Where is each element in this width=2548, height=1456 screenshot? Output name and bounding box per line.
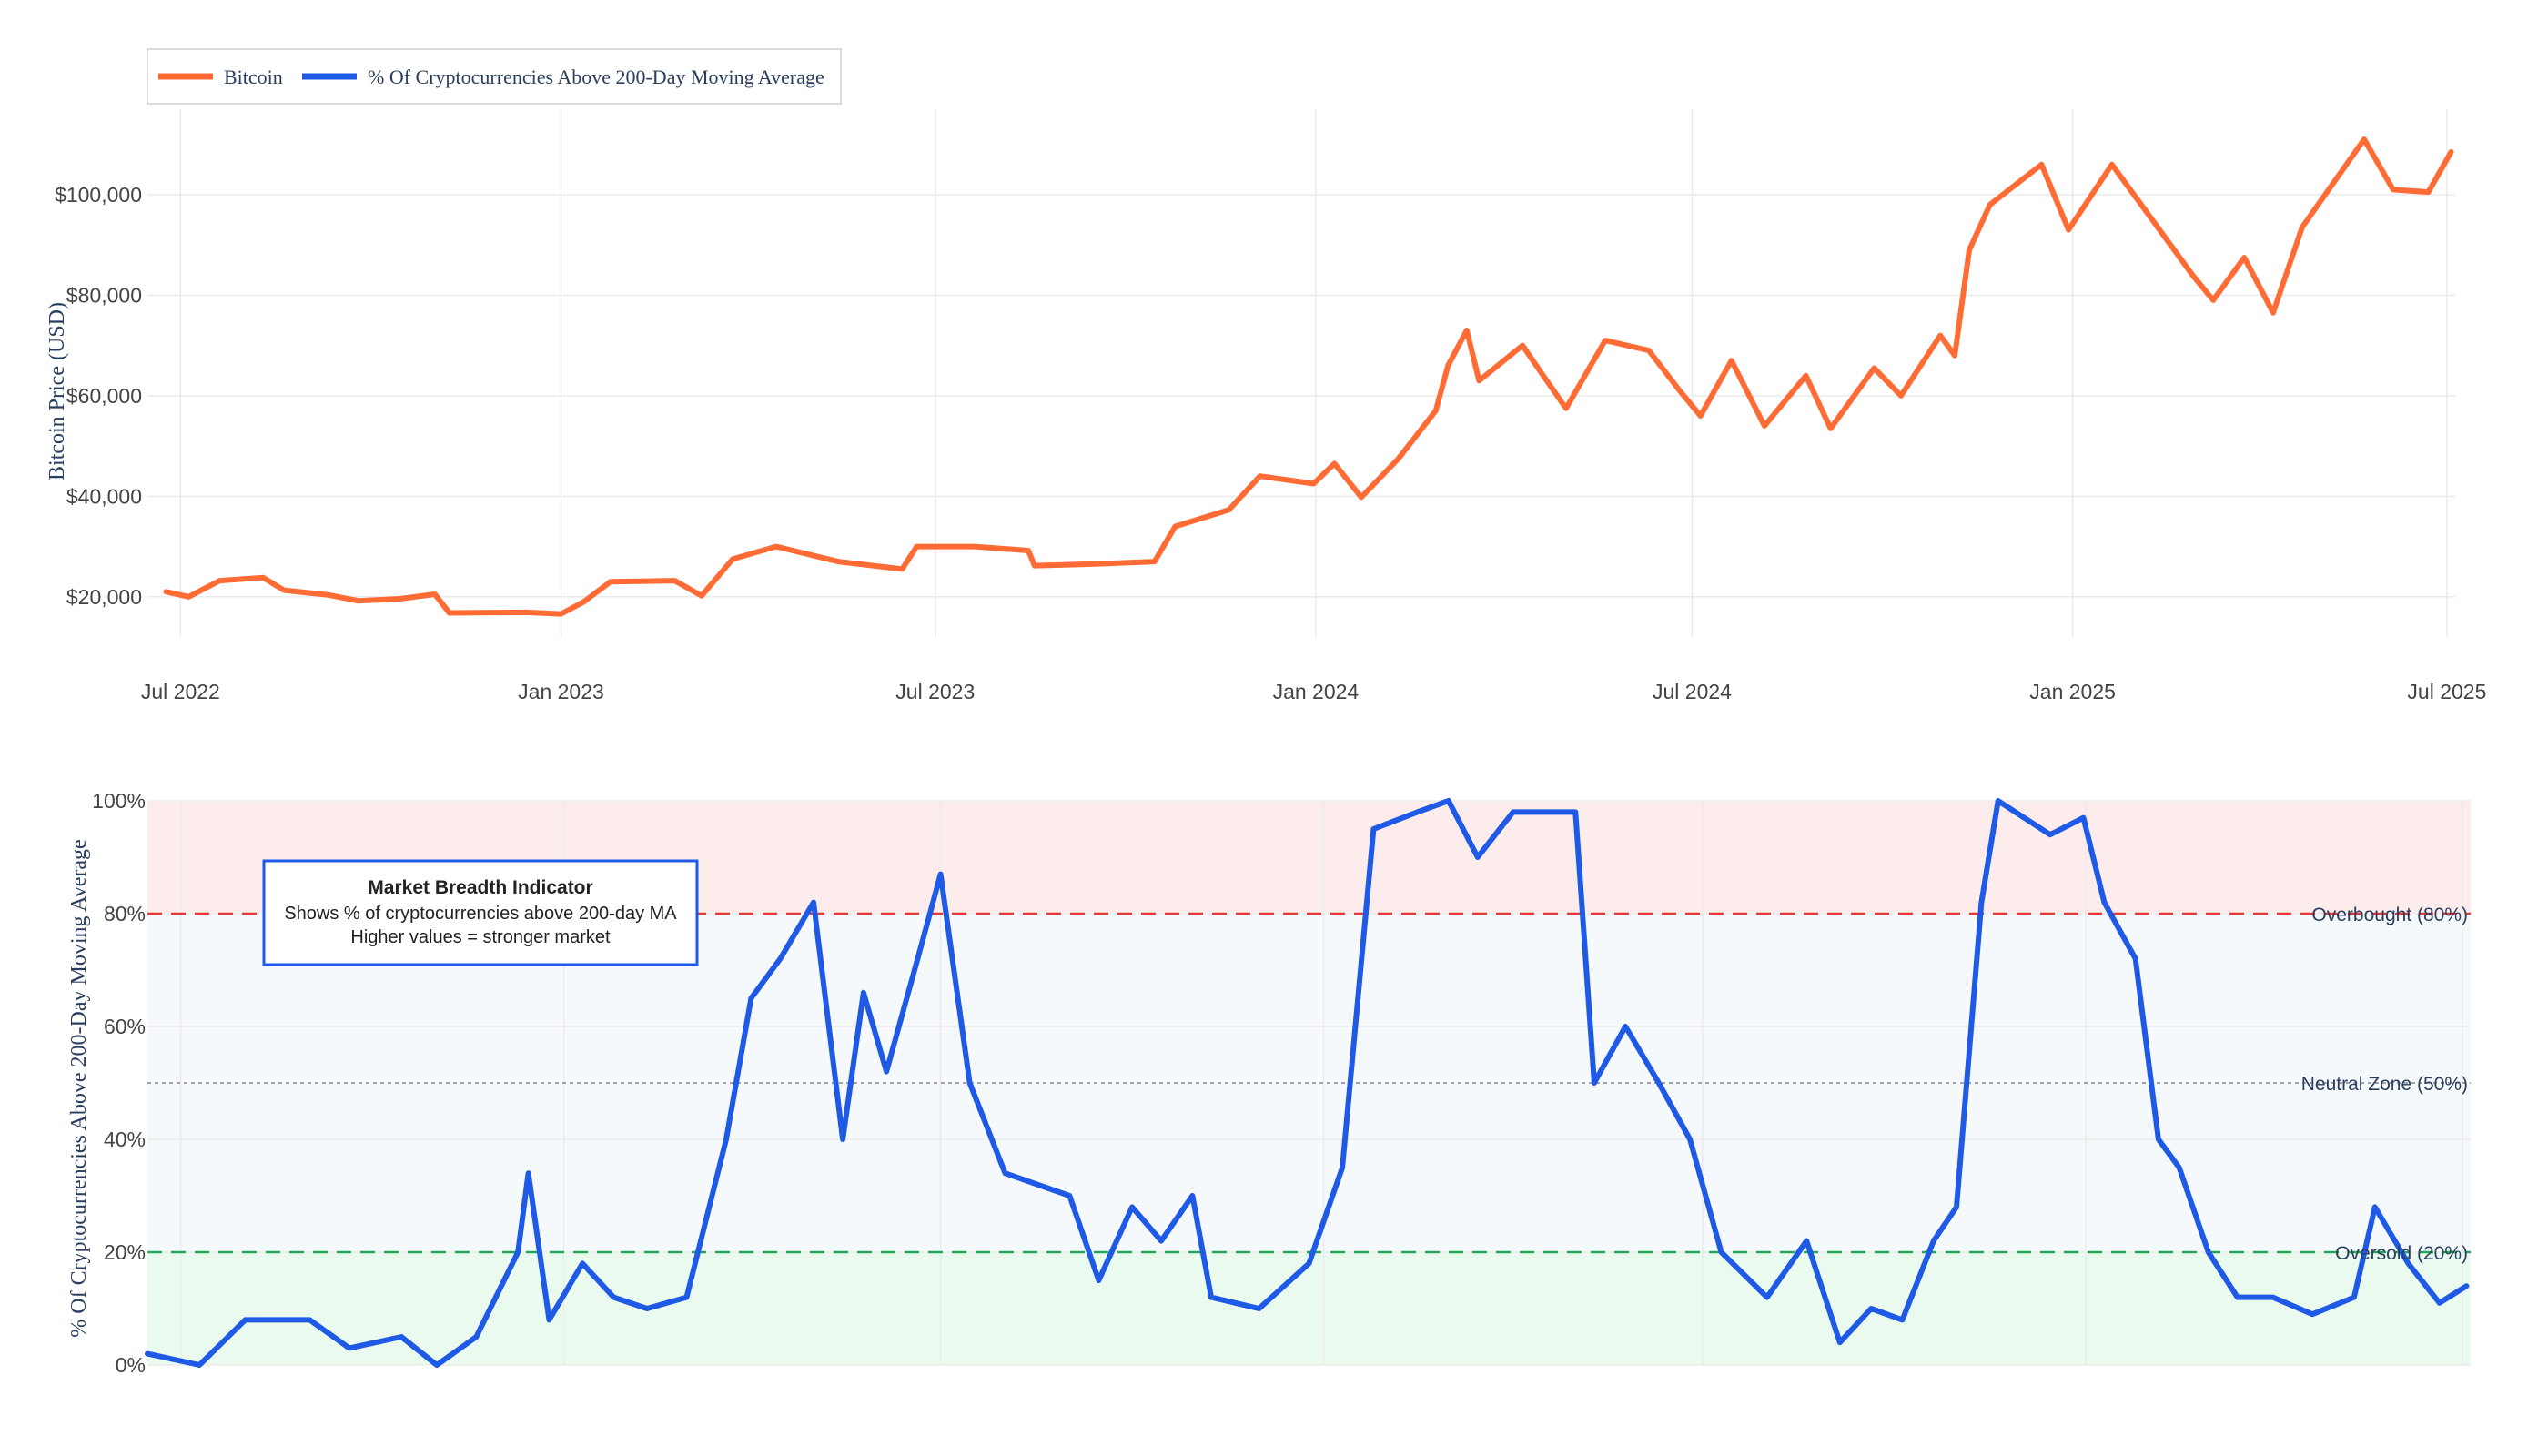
ref-line-label-2: Oversold (20%) [2335,1243,2468,1264]
bot-y-tick-1: 20% [104,1240,146,1264]
annotation-line-2: Higher values = stronger market [350,927,611,947]
top-y-tick-3: $80,000 [66,283,142,307]
bottom-zone-backgrounds [147,801,2471,1365]
top-y-tick-1: $40,000 [66,484,142,508]
bottom-y-tick-labels: 0% 20% 40% 60% 80% 100% [92,789,146,1377]
breadth-series-line [145,798,2470,1368]
ref-line-labels: Overbought (80%) Neutral Zone (50%) Overso… [2301,905,2468,1264]
legend-box [147,48,842,105]
ref-line-label-1: Neutral Zone (50%) [2301,1074,2468,1095]
oversold-zone [147,1252,2471,1365]
top-x-tick-0: Jul 2022 [141,680,220,703]
ref-line-label-0: Overbought (80%) [2311,905,2468,925]
bitcoin-price-chart: $20,000 $40,000 $60,000 $80,000 $100,000 Jul… [46,109,2486,703]
top-y-tick-labels: $20,000 $40,000 $60,000 $80,000 $100,000 [55,183,142,609]
bot-y-tick-4: 80% [104,902,146,925]
top-x-tick-3: Jan 2024 [1273,680,1360,703]
top-x-tick-2: Jul 2023 [895,680,975,703]
top-gridlines [147,109,2455,637]
top-y-axis-title: Bitcoin Price (USD) [46,302,69,480]
annotation-title: Market Breadth Indicator [368,877,592,898]
top-y-tick-0: $20,000 [66,585,142,609]
top-x-tick-labels: Jul 2022 Jan 2023 Jul 2023 Jan 2024 Jul 2024… [141,680,2487,703]
bot-y-tick-0: 0% [116,1353,146,1377]
top-x-tick-5: Jan 2025 [2029,680,2116,703]
market-breadth-annotation: Market Breadth Indicator Shows % of cryp… [262,859,699,966]
legend-bitcoin-label: Bitcoin [224,66,283,88]
legend: Bitcoin % Of Cryptocurrencies Above 200-… [147,48,842,105]
bottom-y-axis-title: % Of Cryptocurrencies Above 200-Day Movi… [67,839,91,1337]
annotation-line-1: Shows % of cryptocurrencies above 200-da… [284,904,677,924]
bot-y-tick-3: 60% [104,1015,146,1038]
top-x-tick-1: Jan 2023 [518,680,604,703]
bot-y-tick-5: 100% [92,789,146,813]
bitcoin-series-line [163,136,2454,617]
top-y-tick-2: $60,000 [66,384,142,408]
top-y-tick-4: $100,000 [55,183,142,207]
top-x-tick-4: Jul 2024 [1653,680,1732,703]
top-x-tick-6: Jul 2025 [2407,680,2486,703]
market-breadth-chart: 0% 20% 40% 60% 80% 100% % Of Cryptocurrencies… [67,789,2471,1377]
annotation-box [262,859,699,966]
bot-y-tick-2: 40% [104,1127,146,1151]
legend-breadth-label: % Of Cryptocurrencies Above 200-Day Movi… [368,66,824,88]
